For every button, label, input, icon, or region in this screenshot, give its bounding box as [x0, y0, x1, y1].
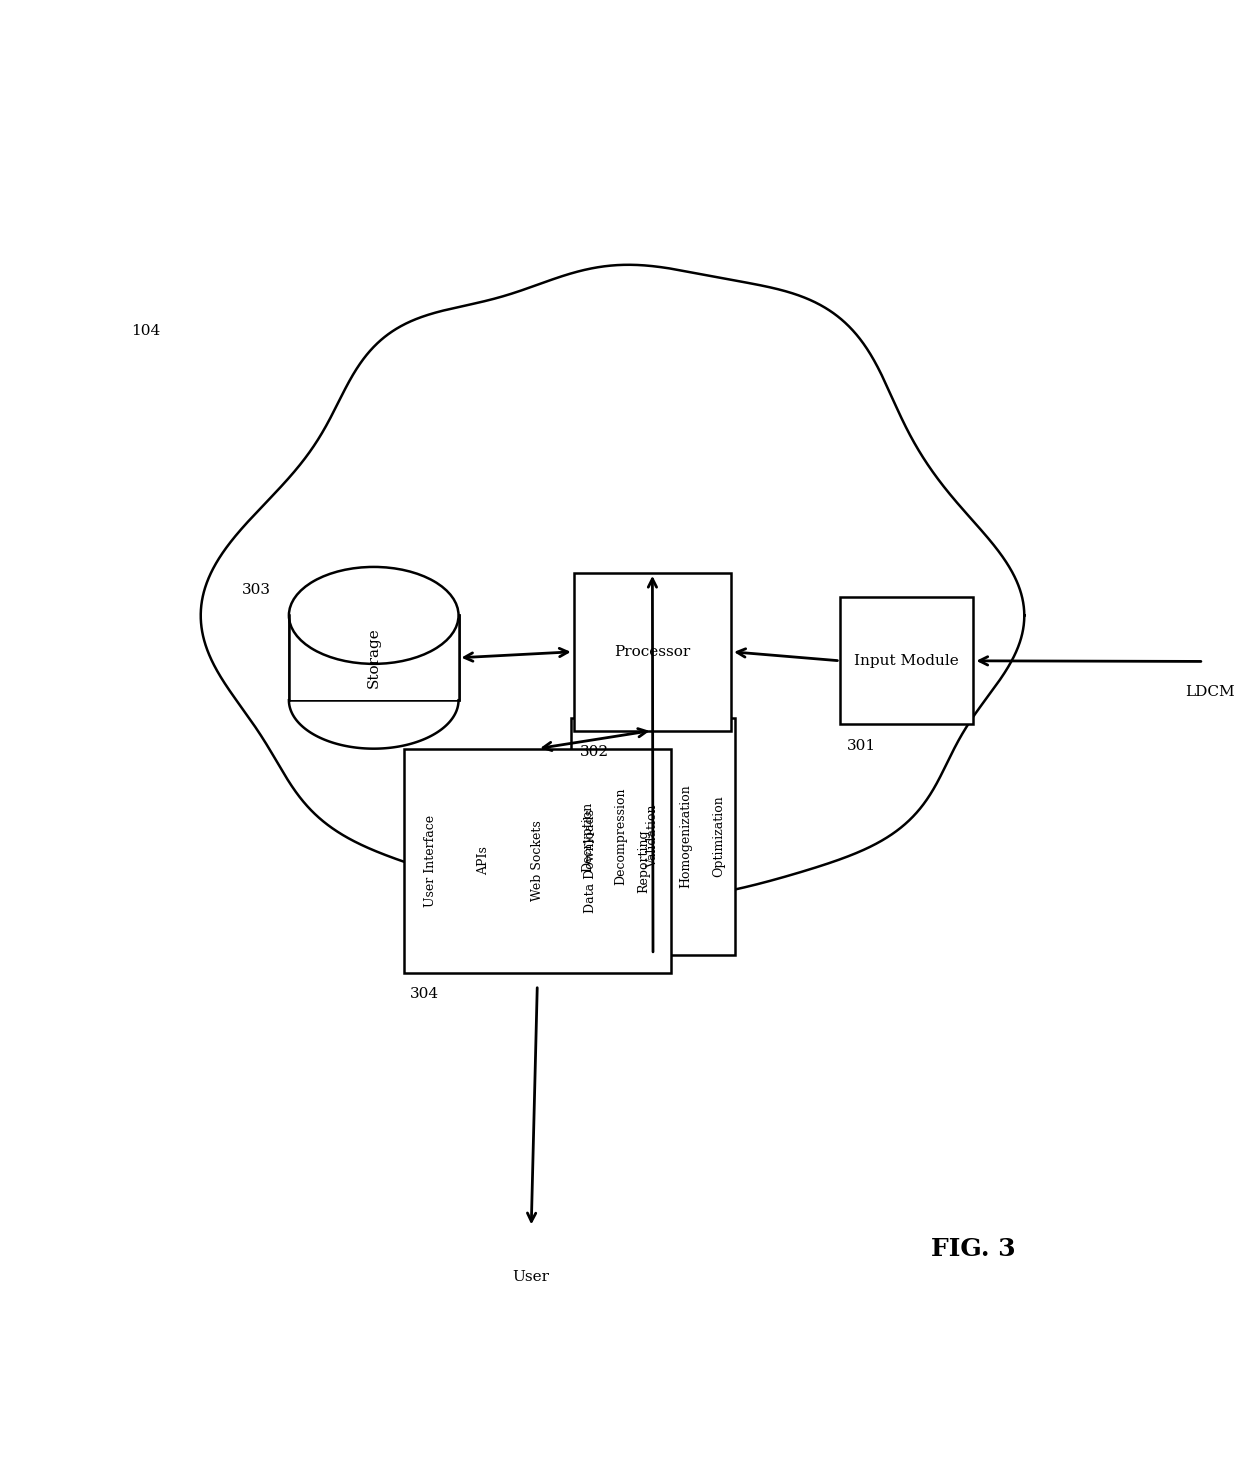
Bar: [404, 748, 671, 973]
Text: FIG. 3: FIG. 3: [931, 1237, 1016, 1261]
Text: Decryption: Decryption: [582, 802, 594, 872]
Bar: [572, 719, 735, 954]
Text: Decompression: Decompression: [614, 787, 626, 885]
Bar: [841, 598, 973, 725]
Polygon shape: [201, 264, 1024, 901]
Text: LDCM: LDCM: [1185, 685, 1235, 698]
Text: User: User: [512, 1270, 549, 1284]
Text: 304: 304: [410, 988, 439, 1001]
Text: 302: 302: [580, 745, 609, 760]
Text: Input Module: Input Module: [854, 655, 960, 668]
Bar: [289, 615, 459, 700]
Text: Web Sockets: Web Sockets: [531, 821, 544, 901]
Text: Reporting: Reporting: [637, 828, 651, 893]
Text: Storage: Storage: [367, 627, 381, 688]
Text: Validation: Validation: [646, 805, 660, 868]
Text: Homogenization: Homogenization: [680, 785, 692, 888]
Text: 104: 104: [131, 324, 161, 337]
Text: Processor: Processor: [614, 644, 691, 659]
Text: 303: 303: [242, 583, 270, 598]
Text: Optimization: Optimization: [712, 796, 725, 878]
Text: 301: 301: [847, 739, 875, 752]
Text: User Interface: User Interface: [424, 815, 438, 907]
Bar: [574, 573, 732, 730]
Text: Data Downloads: Data Downloads: [584, 809, 598, 913]
Text: APIs: APIs: [477, 846, 491, 875]
Ellipse shape: [289, 567, 459, 663]
